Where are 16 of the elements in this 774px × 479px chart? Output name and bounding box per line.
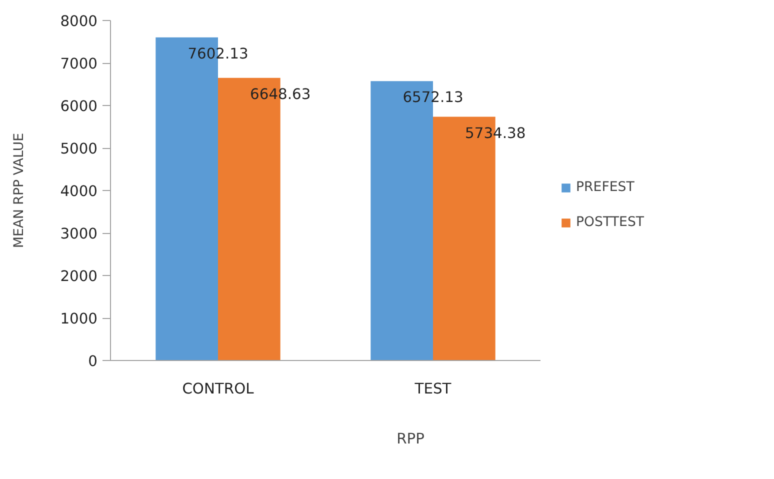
legend-label: POSTTEST <box>576 215 644 230</box>
y-tick-label: 7000 <box>60 56 98 72</box>
y-tick-label: 2000 <box>60 268 98 285</box>
y-tick-label: 5000 <box>60 140 98 158</box>
y-tick-label: 8000 <box>60 13 98 30</box>
x-tick-label: TEST <box>414 380 452 398</box>
y-tick-label: 3000 <box>60 226 98 242</box>
y-tick-label: 6000 <box>60 98 98 115</box>
y-axis-title: MEAN RPP VALUE <box>12 132 28 248</box>
y-tick-label: 0 <box>88 353 98 370</box>
y-tick-label: 4000 <box>60 183 98 200</box>
y-tick-label: 1000 <box>60 310 98 328</box>
x-axis-title: RPP <box>396 430 425 448</box>
data-label: 6572.13 <box>402 89 464 106</box>
legend-label: PREFEST <box>576 180 634 195</box>
x-tick-label: CONTROL <box>182 380 255 398</box>
